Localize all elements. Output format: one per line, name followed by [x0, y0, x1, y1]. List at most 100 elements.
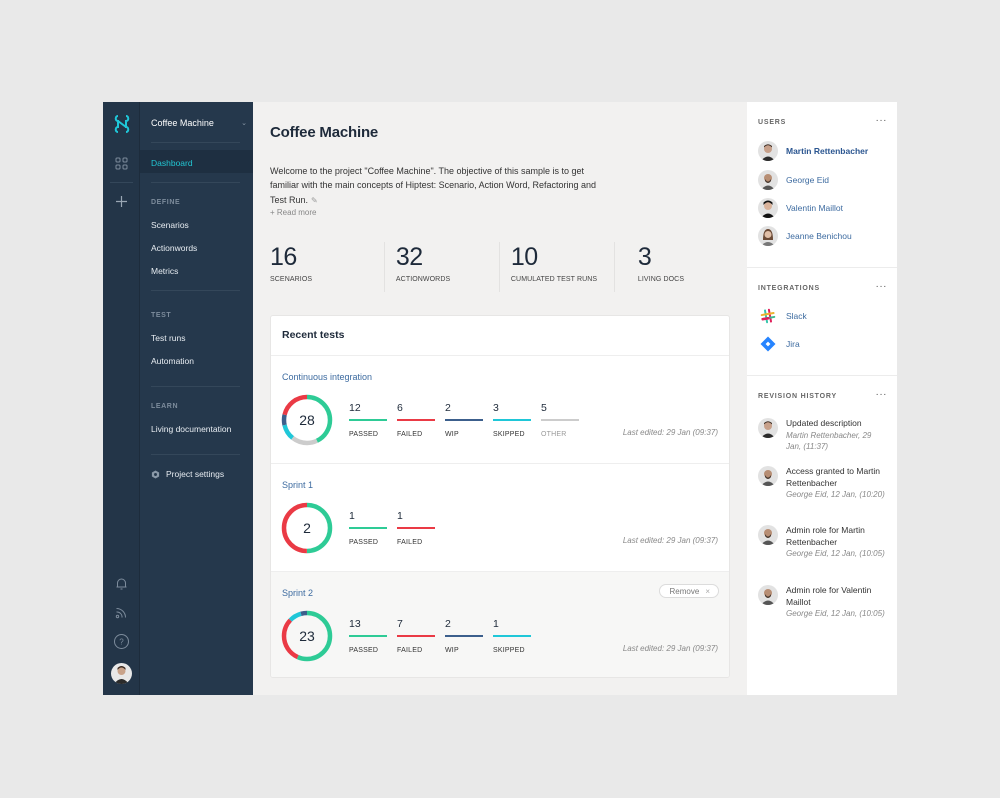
test-run-name[interactable]: Sprint 2 — [282, 588, 314, 598]
project-description: Welcome to the project "Coffee Machine".… — [270, 164, 600, 208]
card-title: Recent tests — [271, 316, 729, 356]
metric-label: SKIPPED — [493, 431, 525, 438]
sidebar-item-automation[interactable]: Automation — [151, 356, 194, 366]
rss-feed-icon[interactable] — [113, 604, 130, 621]
sidebar-item-test-runs[interactable]: Test runs — [151, 333, 186, 343]
integration-name: Jira — [786, 339, 800, 349]
test-run-row[interactable]: Sprint 2 Remove × 23 — [271, 572, 729, 677]
metric-bar — [397, 419, 435, 421]
help-icon[interactable]: ? — [113, 633, 130, 650]
sidebar-item-scenarios[interactable]: Scenarios — [151, 220, 189, 230]
sidebar-item-dashboard[interactable]: Dashboard — [151, 158, 193, 168]
metric-label: PASSED — [349, 431, 379, 438]
user-item[interactable]: Martin Rettenbacher — [758, 141, 868, 161]
stat-actionwords[interactable]: 32 ACTIONWORDS — [385, 242, 500, 292]
metric-label: WIP — [445, 647, 459, 654]
integrations-more-button[interactable]: ··· — [875, 281, 887, 292]
pencil-edit-icon[interactable]: ✎ — [311, 195, 318, 205]
hiptest-logo-icon[interactable] — [113, 114, 131, 134]
divider — [151, 454, 240, 455]
user-item[interactable]: Jeanne Benichou — [758, 226, 852, 246]
bell-icon[interactable] — [113, 575, 130, 592]
metric-label: PASSED — [349, 539, 379, 546]
app-window: ? Coffee Machine ⌄ Dashboard DEFINE Scen… — [103, 102, 897, 695]
test-run-donut-chart: 23 — [281, 610, 333, 662]
metric-value: 5 — [541, 402, 547, 414]
stat-label: LIVING DOCS — [637, 276, 685, 283]
metric-other: 5 OTHER — [541, 402, 579, 438]
gear-icon — [151, 469, 160, 479]
stat-scenarios[interactable]: 16 SCENARIOS — [270, 242, 385, 292]
test-run-name[interactable]: Sprint 1 — [282, 480, 314, 490]
test-run-total: 23 — [299, 628, 315, 644]
project-name: Coffee Machine — [151, 118, 214, 128]
metric-label: FAILED — [397, 539, 423, 546]
test-run-metrics: 13 PASSED 7 FAILED 2 WIP 1 SKIPPED — [349, 618, 531, 654]
metric-failed: 6 FAILED — [397, 402, 435, 438]
users-more-button[interactable]: ··· — [875, 115, 887, 126]
revision-history-panel: REVISION HISTORY ··· Updated description… — [747, 376, 897, 695]
revision-text: Admin role for Martin Rettenbacher — [786, 525, 865, 547]
stat-value: 16 — [270, 243, 297, 271]
revisions-more-button[interactable]: ··· — [875, 389, 887, 400]
avatar — [758, 585, 778, 605]
stat-living-docs[interactable]: 3 LIVING DOCS — [615, 242, 730, 292]
remove-label: Remove — [669, 586, 700, 596]
metric-bar — [493, 635, 531, 637]
integrations-panel: INTEGRATIONS ··· Slack Jira — [747, 268, 897, 376]
read-more-link[interactable]: + Read more — [270, 208, 317, 217]
panel-title: USERS — [758, 119, 787, 126]
metric-bar — [493, 419, 531, 421]
test-run-row[interactable]: Continuous integration 28 12 PA — [271, 356, 729, 464]
divider — [151, 182, 240, 183]
revision-meta: George Eid, 12 Jan, (10:05) — [786, 609, 885, 618]
revision-meta: Martin Rettenbacher, 29 Jan, (11:37) — [786, 430, 872, 452]
divider — [151, 290, 240, 291]
dashboard-grid-icon[interactable] — [113, 155, 130, 172]
metric-bar — [397, 527, 435, 529]
test-run-total: 2 — [303, 520, 311, 536]
sidebar-item-dashboard-highlight — [140, 150, 253, 173]
test-run-metrics: 1 PASSED 1 FAILED — [349, 510, 435, 546]
svg-text:?: ? — [119, 638, 124, 647]
sidebar-item-living-documentation[interactable]: Living documentation — [151, 424, 232, 434]
avatar — [758, 198, 778, 218]
remove-button[interactable]: Remove × — [658, 584, 719, 598]
metric-label: OTHER — [541, 431, 567, 438]
integration-name: Slack — [786, 311, 807, 321]
add-icon[interactable] — [113, 193, 130, 210]
project-switcher[interactable]: Coffee Machine ⌄ — [151, 118, 247, 128]
metric-wip: 2 WIP — [445, 618, 483, 654]
section-define: DEFINE — [151, 199, 181, 206]
metric-wip: 2 WIP — [445, 402, 483, 438]
right-panel: USERS ··· Martin Rettenbacher George Eid… — [747, 102, 897, 695]
last-edited: Last edited: 29 Jan (09:37) — [622, 536, 718, 545]
metric-label: PASSED — [349, 647, 379, 654]
user-item[interactable]: Valentin Maillot — [758, 198, 843, 218]
stat-test-runs[interactable]: 10 CUMULATED TEST RUNS — [500, 242, 615, 292]
description-text: Welcome to the project "Coffee Machine".… — [270, 166, 596, 205]
main-content: Coffee Machine ↓ Export ··· Welcome to t… — [253, 102, 879, 695]
test-run-metrics: 12 PASSED 6 FAILED 2 WIP 3 SKIPPED 5 OTHER — [349, 402, 579, 438]
panel-title: REVISION HISTORY — [758, 393, 837, 400]
revision-text: Updated description — [786, 418, 862, 428]
test-run-total: 28 — [299, 412, 315, 428]
sidebar-item-project-settings[interactable]: Project settings — [151, 469, 224, 479]
integration-jira[interactable]: Jira — [760, 336, 800, 352]
current-user-avatar[interactable] — [111, 663, 132, 684]
test-run-name[interactable]: Continuous integration — [282, 372, 373, 382]
metric-label: FAILED — [397, 431, 423, 438]
metric-value: 1 — [493, 618, 499, 630]
stat-label: SCENARIOS — [270, 276, 313, 283]
sidebar-item-actionwords[interactable]: Actionwords — [151, 243, 198, 253]
avatar — [758, 141, 778, 161]
metric-bar — [445, 635, 483, 637]
section-learn: LEARN — [151, 403, 179, 410]
close-icon: × — [705, 586, 710, 596]
test-run-row[interactable]: Sprint 1 2 1 PASSED 1 FAILED Last edited: … — [271, 464, 729, 572]
user-name: Jeanne Benichou — [786, 231, 852, 241]
integration-slack[interactable]: Slack — [760, 308, 807, 324]
user-item[interactable]: George Eid — [758, 170, 829, 190]
last-edited: Last edited: 29 Jan (09:37) — [622, 644, 718, 653]
sidebar-item-metrics[interactable]: Metrics — [151, 266, 179, 276]
